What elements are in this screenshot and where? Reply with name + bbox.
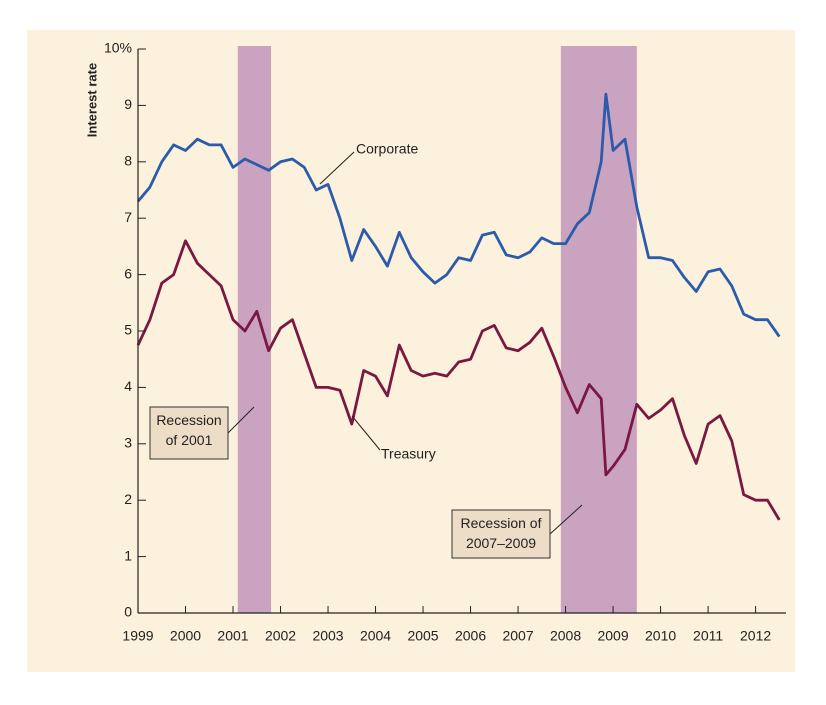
label-leader [227,406,255,434]
x-tick-label: 2010 [645,628,676,644]
x-tick-label: 2006 [455,628,486,644]
label-leader [351,415,381,451]
label-box [149,406,229,460]
y-tick-label: 0 [124,604,132,620]
y-tick-label: 5 [124,322,132,338]
label-leader [549,504,583,535]
x-tick-label: 2011 [693,628,723,644]
series-line [136,92,781,338]
recession-label: Recession of 2007–2009 [461,515,542,551]
recession-label: Recession of 2001 [156,412,221,448]
series-line [136,239,781,521]
x-tick-label: 2001 [217,628,248,644]
y-tick-label: 4 [124,378,132,394]
x-tick-label: 2003 [312,628,343,644]
x-tick-label: 2009 [597,628,628,644]
y-tick-label: 10% [104,40,132,56]
y-tick-label: 1 [124,547,132,563]
y-tick-label: 2 [124,491,132,507]
x-tick-label: 2007 [502,628,533,644]
x-tick-label: 2012 [740,628,771,644]
x-tick-label: 2005 [407,628,438,644]
x-tick-label: 2004 [360,628,391,644]
series-label: Treasury [381,446,436,462]
series-label: Corporate [356,141,418,157]
y-tick-label: 6 [124,265,132,281]
label-leader [319,151,355,185]
y-axis-label: Interest rate [84,63,99,137]
recession-band [560,46,637,613]
x-tick-label: 1999 [122,628,153,644]
y-tick-label: 9 [124,96,132,112]
x-tick-label: 2008 [550,628,581,644]
chart-background [27,30,795,672]
y-tick-label: 3 [124,435,132,451]
label-box [451,509,551,559]
y-tick-label: 7 [124,209,132,225]
y-tick-label: 8 [124,153,132,169]
x-tick-label: 2002 [265,628,296,644]
x-tick-label: 2000 [170,628,201,644]
